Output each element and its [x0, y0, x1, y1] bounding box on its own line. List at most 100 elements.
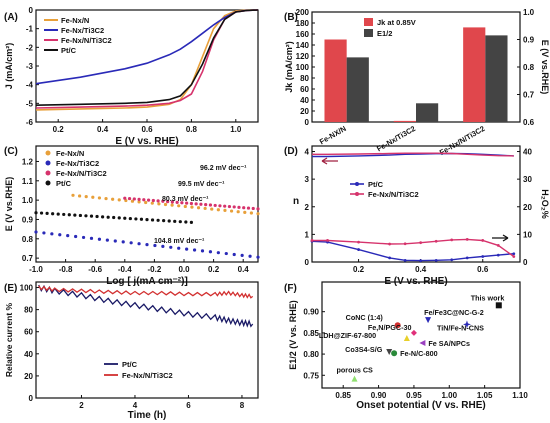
data-marker: [410, 329, 417, 336]
y-tick-label: 0.90: [303, 308, 319, 317]
data-point: [130, 199, 135, 203]
y-tick-label: 80: [24, 306, 33, 315]
x-tick-label: 0.2: [53, 125, 65, 134]
data-point: [117, 198, 121, 202]
data-point: [50, 232, 54, 236]
data-point: [246, 206, 251, 210]
h2o2-line: [311, 240, 514, 262]
data-point: [34, 211, 38, 215]
x-tick-label: -0.6: [88, 265, 102, 274]
y-tick-label: 3: [305, 175, 310, 184]
bar: [393, 120, 416, 122]
x-tick-label: 1.10: [512, 391, 528, 400]
y-tick-label: 1: [305, 230, 310, 239]
data-point: [192, 248, 197, 252]
y-tick-label: 1.0: [523, 8, 535, 17]
y-tick-label: 40: [24, 350, 33, 359]
y-tick-label: 10: [523, 230, 532, 239]
legend-label: Pt/C: [368, 180, 384, 189]
x-tick-label: -0.4: [118, 265, 132, 274]
y-axis-label: E1/2 (V vs. RHE): [288, 300, 298, 370]
y-axis-label: J (mA/cm²): [4, 43, 14, 90]
data-point: [137, 197, 141, 201]
data-point: [167, 219, 171, 223]
panel-label: (B): [284, 12, 298, 23]
data-point: [78, 213, 82, 218]
data-point: [256, 212, 260, 216]
y-tick-label: 160: [296, 30, 310, 39]
data-point: [150, 218, 155, 222]
y-tick-label: 0: [29, 6, 34, 15]
data-point: [403, 242, 407, 246]
category-label: Fe-Nx/N/Ti3C2: [438, 124, 486, 157]
data-point: [146, 198, 151, 202]
bar: [346, 57, 369, 122]
data-point: [51, 212, 55, 216]
data-point: [166, 200, 170, 204]
data-point: [326, 239, 329, 242]
y-tick-label: 0.9: [22, 215, 34, 224]
data-point: [256, 207, 260, 211]
x-tick-label: 0.4: [415, 265, 427, 274]
legend-swatch: [364, 29, 373, 37]
data-point: [150, 201, 154, 205]
data-point: [162, 219, 166, 223]
legend-label: Pt/C: [61, 46, 77, 55]
x-axis-label: Onset potential (V vs. RHE): [356, 400, 485, 411]
legend-label: E1/2: [377, 29, 392, 38]
data-point: [194, 202, 198, 206]
y-tick-label: 20: [523, 203, 532, 212]
data-point: [111, 197, 115, 201]
category-label: Fe-NX/N: [318, 124, 348, 146]
point-label: This work: [471, 293, 505, 302]
h2o2-line: [312, 238, 515, 258]
data-point: [232, 252, 236, 257]
point-label: LDH@ZIF-67-800: [319, 331, 376, 340]
data-point: [129, 241, 133, 245]
y-tick-label: 60: [300, 85, 309, 94]
data-point: [218, 204, 222, 208]
x-tick-label: 0.95: [406, 391, 422, 400]
y-tick-label: 0.7: [22, 254, 34, 263]
data-point: [78, 194, 82, 198]
y-tick-label: 0.7: [523, 91, 535, 100]
x-tick-label: 4: [133, 401, 138, 410]
data-point: [224, 251, 228, 256]
data-point: [169, 245, 173, 249]
data-point: [232, 205, 236, 209]
x-tick-label: 0.4: [97, 125, 109, 134]
data-point: [42, 231, 46, 235]
data-point: [170, 203, 174, 207]
legend-label: Fe-Nx/N/Ti3C2: [368, 190, 419, 199]
data-point: [62, 212, 66, 217]
data-point: [465, 237, 469, 241]
x-tick-label: 0.4: [238, 265, 250, 274]
data-marker: [403, 334, 410, 341]
x-tick-label: 1.00: [441, 391, 457, 400]
data-point: [170, 200, 174, 204]
panel-label: (A): [4, 12, 18, 23]
data-point: [112, 215, 116, 220]
y-tick-label: -3: [26, 62, 34, 71]
data-marker: [425, 317, 432, 324]
data-point: [210, 207, 214, 211]
data-point: [73, 213, 77, 217]
slope-annotation: 99.5 mV dec⁻¹: [178, 181, 225, 188]
y-tick-label: 140: [296, 41, 310, 50]
y-tick-label: -6: [26, 118, 34, 127]
data-point: [357, 248, 360, 251]
data-point: [223, 204, 227, 208]
data-point: [229, 209, 234, 213]
data-point: [134, 217, 138, 221]
data-point: [101, 215, 105, 219]
data-point: [357, 240, 360, 244]
y-tick-label: 1.1: [22, 177, 34, 186]
data-point: [128, 216, 132, 221]
x-tick-label: 0.6: [141, 125, 153, 134]
y-tick-label: 0.8: [523, 63, 535, 72]
data-point: [196, 206, 201, 210]
data-point: [208, 250, 213, 254]
data-marker: [351, 375, 358, 382]
data-point: [113, 239, 117, 243]
